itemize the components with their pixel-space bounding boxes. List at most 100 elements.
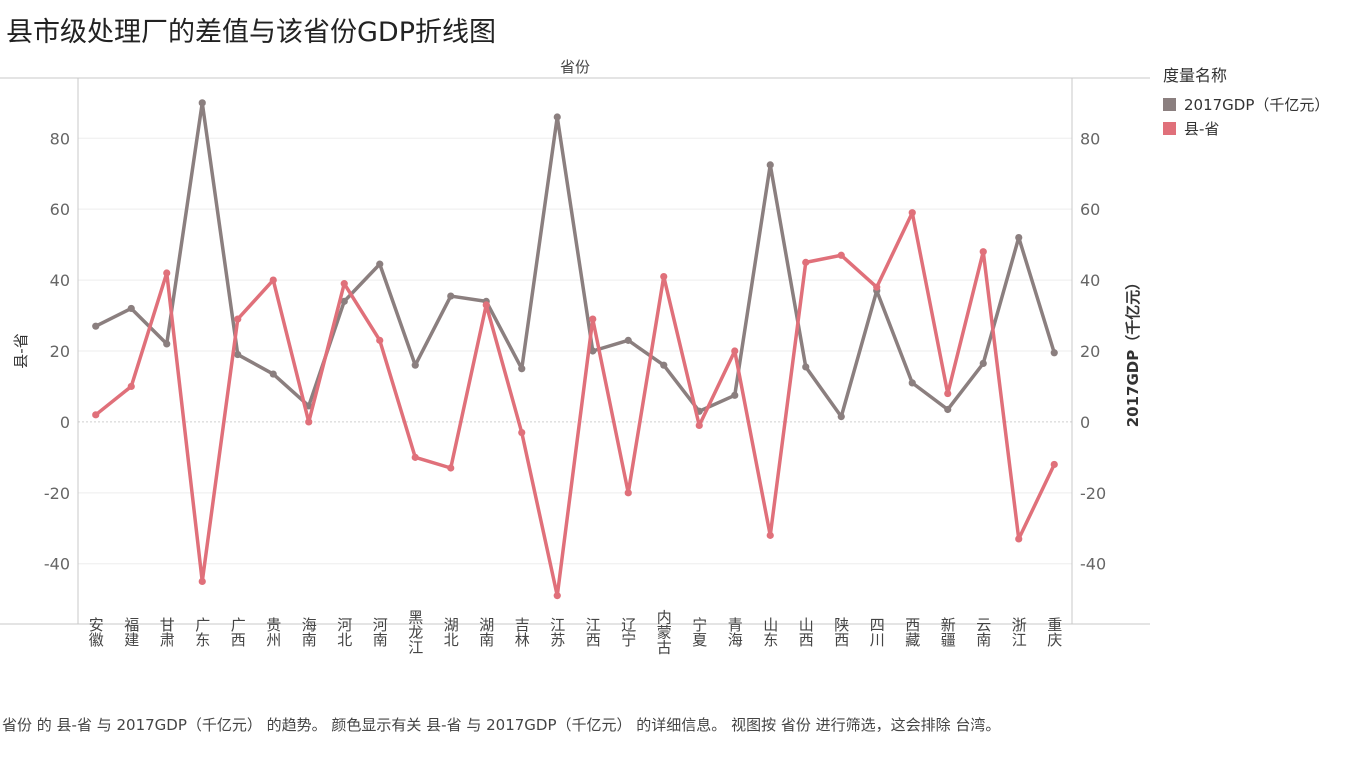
data-point[interactable] <box>660 272 668 281</box>
x-tick-label: 新疆 <box>939 617 957 647</box>
x-tick-label: 河北 <box>335 617 353 647</box>
x-tick-label: 云南 <box>974 617 992 647</box>
data-point[interactable] <box>624 489 632 497</box>
data-point[interactable] <box>92 411 100 419</box>
data-point[interactable] <box>944 389 952 398</box>
data-point[interactable] <box>873 283 881 291</box>
data-point[interactable] <box>163 269 171 277</box>
y-tick-left: 80 <box>50 129 70 148</box>
chart-caption: 省份 的 县-省 与 2017GDP（千亿元） 的趋势。 颜色显示有关 县-省 … <box>2 716 1001 734</box>
data-point[interactable] <box>269 370 277 378</box>
y-tick-left: 60 <box>50 200 70 219</box>
data-point[interactable] <box>802 258 810 266</box>
y-tick-right: 40 <box>1080 271 1100 290</box>
data-point[interactable] <box>518 365 526 373</box>
data-point[interactable] <box>660 361 668 369</box>
data-point[interactable] <box>411 361 419 369</box>
data-point[interactable] <box>411 453 419 461</box>
data-point[interactable] <box>1050 460 1058 469</box>
data-point[interactable] <box>127 304 135 313</box>
legend-swatch-gdp <box>1163 97 1176 111</box>
data-point[interactable] <box>553 592 561 600</box>
y-tick-right: 0 <box>1080 413 1090 432</box>
x-tick-label: 山西 <box>797 617 815 647</box>
legend-title: 度量名称 <box>1163 66 1228 85</box>
x-tick-label: 青海 <box>726 617 744 647</box>
x-tick-label: 海南 <box>300 617 318 647</box>
data-point[interactable] <box>447 464 455 472</box>
y-tick-left: 20 <box>50 342 70 361</box>
column-header: 省份 <box>560 58 590 76</box>
data-point[interactable] <box>340 280 348 288</box>
data-point[interactable] <box>908 209 916 217</box>
data-point[interactable] <box>589 315 597 323</box>
y-tick-right: 80 <box>1080 129 1100 148</box>
gridlines <box>78 137 1072 565</box>
data-point[interactable] <box>127 382 135 391</box>
y-tick-right: 20 <box>1080 342 1100 361</box>
data-point[interactable] <box>1015 535 1023 543</box>
data-point[interactable] <box>837 251 845 259</box>
x-tick-label: 陕西 <box>832 617 850 647</box>
data-point[interactable] <box>269 276 277 284</box>
data-point[interactable] <box>766 161 774 169</box>
data-point[interactable] <box>376 260 384 268</box>
chart-title: 县市级处理厂的差值与该省份GDP折线图 <box>6 17 496 48</box>
data-point[interactable] <box>518 428 526 437</box>
legend-item-gdp[interactable]: 2017GDP（千亿元） <box>1163 92 1329 116</box>
data-point[interactable] <box>340 297 348 305</box>
x-tick-label: 吉林 <box>513 617 531 647</box>
data-point[interactable] <box>837 412 845 421</box>
y-tick-left: -20 <box>44 484 70 503</box>
data-point[interactable] <box>944 405 952 414</box>
data-point[interactable] <box>802 363 810 371</box>
legend-label-diff: 县-省 <box>1184 119 1220 138</box>
series-line <box>94 210 1056 598</box>
data-point[interactable] <box>482 301 490 309</box>
data-point[interactable] <box>979 359 987 368</box>
x-tick-label: 浙江 <box>1010 617 1028 647</box>
data-point[interactable] <box>234 350 242 359</box>
legend-label-gdp: 2017GDP（千亿元） <box>1184 95 1330 114</box>
x-tick-label: 辽宁 <box>619 617 637 647</box>
data-point[interactable] <box>766 531 774 539</box>
x-tick-label: 广东 <box>193 617 211 647</box>
data-point[interactable] <box>1015 233 1023 242</box>
x-tick-label: 湖北 <box>442 617 460 647</box>
data-point[interactable] <box>376 336 384 344</box>
x-tick-label: 江苏 <box>548 617 566 648</box>
data-point[interactable] <box>163 340 171 348</box>
data-point[interactable] <box>198 99 206 107</box>
x-tick-label: 广西 <box>229 617 247 647</box>
x-tick-label: 黑龙江 <box>406 610 424 655</box>
data-point[interactable] <box>1050 349 1058 357</box>
data-point[interactable] <box>234 315 242 323</box>
x-tick-label: 宁夏 <box>690 617 708 647</box>
x-tick-label: 江西 <box>584 617 602 647</box>
y-axis-title-left: 县-省 <box>12 333 30 368</box>
data-point[interactable] <box>553 113 561 121</box>
x-tick-label: 四川 <box>868 617 886 647</box>
y-tick-left: -40 <box>44 555 70 574</box>
data-point[interactable] <box>305 418 313 426</box>
data-point[interactable] <box>731 391 739 399</box>
data-point[interactable] <box>198 577 206 586</box>
legend-swatch-diff <box>1163 121 1176 135</box>
y-tick-right: -20 <box>1080 484 1106 503</box>
y-tick-left: 0 <box>60 413 70 432</box>
x-tick-label: 安徽 <box>87 617 105 647</box>
data-point[interactable] <box>92 322 100 330</box>
x-tick-label: 内蒙古 <box>655 610 673 655</box>
data-point[interactable] <box>979 248 987 256</box>
data-point[interactable] <box>447 292 455 300</box>
data-point[interactable] <box>624 336 632 344</box>
x-tick-label: 甘肃 <box>158 617 176 647</box>
series-line <box>94 101 1056 419</box>
data-point[interactable] <box>731 347 739 355</box>
data-point[interactable] <box>908 379 916 387</box>
data-point[interactable] <box>589 347 597 355</box>
data-point[interactable] <box>695 421 703 430</box>
chart-frame <box>0 77 1150 625</box>
legend-item-diff[interactable]: 县-省 <box>1163 116 1329 140</box>
y-tick-left: 40 <box>50 271 70 290</box>
